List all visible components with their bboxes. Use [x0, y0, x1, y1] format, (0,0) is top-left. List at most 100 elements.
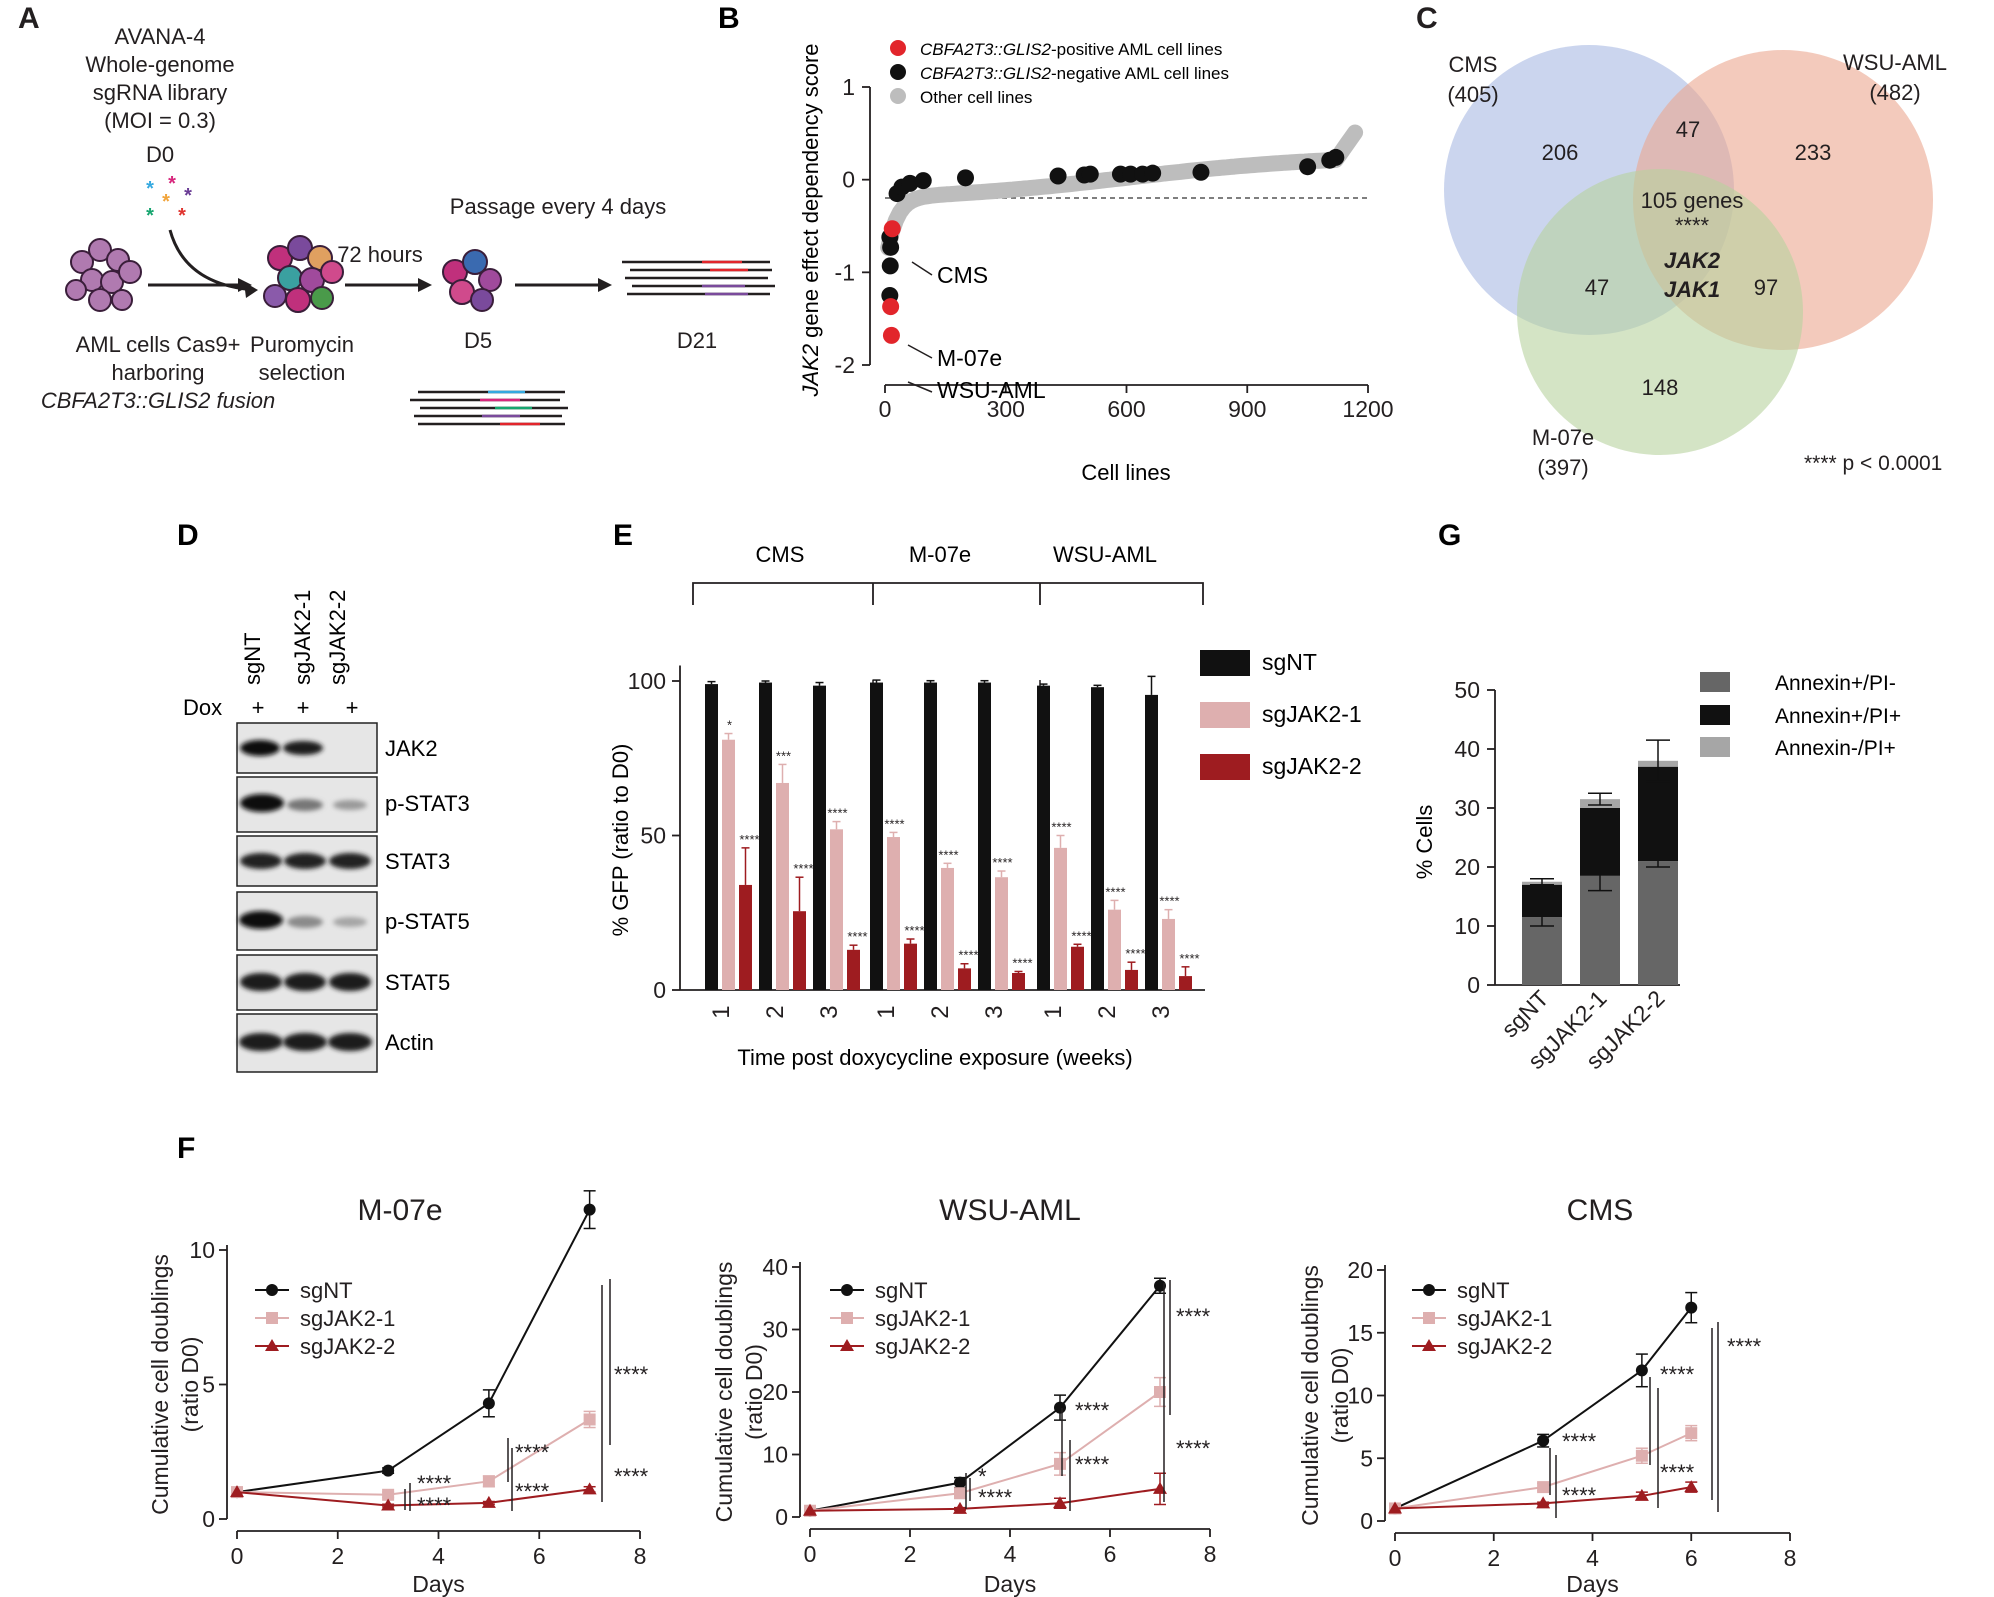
panel-f: F M-07e 0 5 10 0 2 4 6 8 Days Cumulative cell doub…	[147, 1132, 1796, 1597]
negative-aml-point	[1299, 158, 1317, 176]
x-axis-label: Days	[412, 1571, 464, 1597]
sgjak2-2-bar	[847, 949, 860, 990]
legend-label: sgJAK2-1	[300, 1306, 395, 1331]
sgjak2-2-bar	[904, 943, 917, 990]
venn-m07e-circle	[1517, 169, 1803, 455]
legend-g-ann-pos-pi-neg: Annexin+/PI-	[1775, 672, 1896, 695]
significance-label: ****	[1562, 1429, 1597, 1454]
x-tick-label: 0	[804, 1541, 817, 1567]
legend-negative-label: CBFA2T3::GLIS2-negative AML cell lines	[920, 64, 1229, 83]
sgjak2-1-bar	[995, 877, 1008, 990]
y-tick-label: 5	[202, 1372, 215, 1398]
legend-marker	[840, 1339, 854, 1351]
panel-d: D sgNT sgJAK2-1 sgJAK2-2 Dox + + +	[177, 519, 470, 1073]
sgjak2-1-point	[1537, 1481, 1550, 1494]
blot-actin	[236, 1013, 378, 1073]
legend-negative-marker	[890, 64, 906, 80]
x-tick-label: 4	[1586, 1545, 1599, 1571]
blot-label-actin: Actin	[385, 1030, 434, 1055]
y-tick-label: 0	[202, 1506, 215, 1532]
sgjak2-2-line	[236, 1488, 590, 1507]
sgjak2-1-point	[1154, 1386, 1166, 1398]
week-tick-label: 3	[1148, 1005, 1175, 1018]
venn-wsu-name: WSU-AML	[1843, 50, 1947, 75]
y-axis-label: Cumulative cell doublings (ratio D0)	[147, 1254, 203, 1515]
sgjak2-2-bar	[1179, 976, 1192, 990]
panel-g-y-tick-label: 30	[1454, 795, 1480, 821]
positive-aml-point	[882, 298, 900, 316]
negative-aml-point	[1122, 165, 1140, 183]
library-line-3: sgRNA library	[93, 80, 227, 105]
blot-label-stat5: STAT5	[385, 970, 450, 995]
panel-b-axes: -2 -1 0 1 0 300 600 900 1200	[835, 74, 1394, 422]
y-tick-label: 10	[1347, 1383, 1373, 1409]
significance-label: ****	[1179, 951, 1199, 966]
svg-text:*: *	[168, 173, 176, 195]
panel-b-letter: B	[718, 2, 740, 35]
sgnt-bar	[1091, 687, 1104, 990]
aml-line-1: AML cells Cas9+	[76, 332, 241, 357]
y-tick-label: 40	[762, 1254, 788, 1280]
legend-label: sgNT	[1457, 1278, 1510, 1303]
sgnt-line	[236, 1209, 591, 1494]
sgjak2-2-bar	[739, 884, 752, 990]
negative-aml-point	[1049, 167, 1067, 185]
panel-b-x-tick-label: 600	[1107, 396, 1145, 422]
callout-wsu-line	[907, 381, 933, 393]
x-tick-label: 2	[331, 1543, 344, 1569]
x-tick-label: 2	[904, 1541, 917, 1567]
blot-label-jak2: JAK2	[385, 736, 438, 761]
chart-title: M-07e	[357, 1194, 442, 1227]
significance-label: ****	[1071, 928, 1091, 943]
sgnt-point	[1537, 1434, 1550, 1447]
panel-g-ylabel: % Cells	[1412, 805, 1437, 880]
sgjak2-2-point	[582, 1482, 597, 1495]
panel-g-y-tick-label: 10	[1454, 913, 1480, 939]
sgjak2-2-point	[1053, 1496, 1067, 1509]
legend-marker	[1423, 1312, 1435, 1324]
legend-label: sgJAK2-1	[1457, 1306, 1552, 1331]
sgjak2-1-bar	[941, 867, 954, 990]
x-tick-label: 4	[1004, 1541, 1017, 1567]
svg-text:*: *	[162, 191, 170, 213]
y-tick-label: 0	[1360, 1508, 1373, 1534]
puromycin-cell-cluster	[263, 235, 344, 313]
sgjak2-2-bar	[793, 911, 806, 990]
panel-f-m07e-chart: M-07e 0 5 10 0 2 4 6 8 Days Cumulative cell doubli…	[147, 1190, 649, 1597]
sgjak2-2-bar	[1125, 969, 1138, 990]
sgjak2-1-point	[382, 1488, 395, 1501]
panel-b-x-tick-label: 300	[987, 396, 1025, 422]
legend-e-sgjak2-2-swatch	[1200, 754, 1250, 780]
dox-plus-3: +	[346, 695, 359, 720]
venn-center-sig: ****	[1675, 213, 1710, 238]
aml-line-3: CBFA2T3::GLIS2 fusion	[41, 388, 275, 413]
panel-a: A AVANA-4 Whole-genome sgRNA library (MO…	[18, 2, 775, 426]
x-tick-label: 8	[1784, 1545, 1797, 1571]
significance-label: ****	[417, 1471, 452, 1496]
legend-e-sgjak2-1: sgJAK2-1	[1262, 701, 1362, 727]
panel-b-y-tick-label: -2	[835, 352, 855, 378]
library-line-4: (MOI = 0.3)	[104, 108, 216, 133]
blot-label-stat3: STAT3	[385, 849, 450, 874]
venn-gene-jak2: JAK2	[1664, 248, 1721, 273]
panel-b-y-tick-label: 0	[842, 167, 855, 193]
legend-e-sgnt: sgNT	[1262, 649, 1317, 675]
positive-aml-point	[883, 220, 901, 238]
significance-label: ****	[1660, 1460, 1695, 1485]
positive-aml-point	[882, 326, 900, 344]
significance-label: *	[978, 1464, 987, 1489]
venn-gene-jak1: JAK1	[1664, 277, 1720, 302]
significance-label: ****	[1660, 1362, 1695, 1387]
week-tick-label: 3	[981, 1005, 1008, 1018]
week-tick-label: 1	[873, 1005, 900, 1018]
significance-label: ****	[739, 832, 759, 847]
svg-text:*: *	[178, 205, 186, 227]
x-tick-label: 6	[1104, 1541, 1117, 1567]
venn-cms-name: CMS	[1449, 52, 1498, 77]
panel-b: B JAK2 gene effect dependency score -2 -1…	[718, 2, 1394, 485]
significance-label: ****	[958, 948, 978, 963]
sgjak2-2-point	[803, 1503, 817, 1516]
aml-cell-cluster	[65, 238, 142, 312]
venn-cms-wsu: 47	[1676, 117, 1700, 142]
